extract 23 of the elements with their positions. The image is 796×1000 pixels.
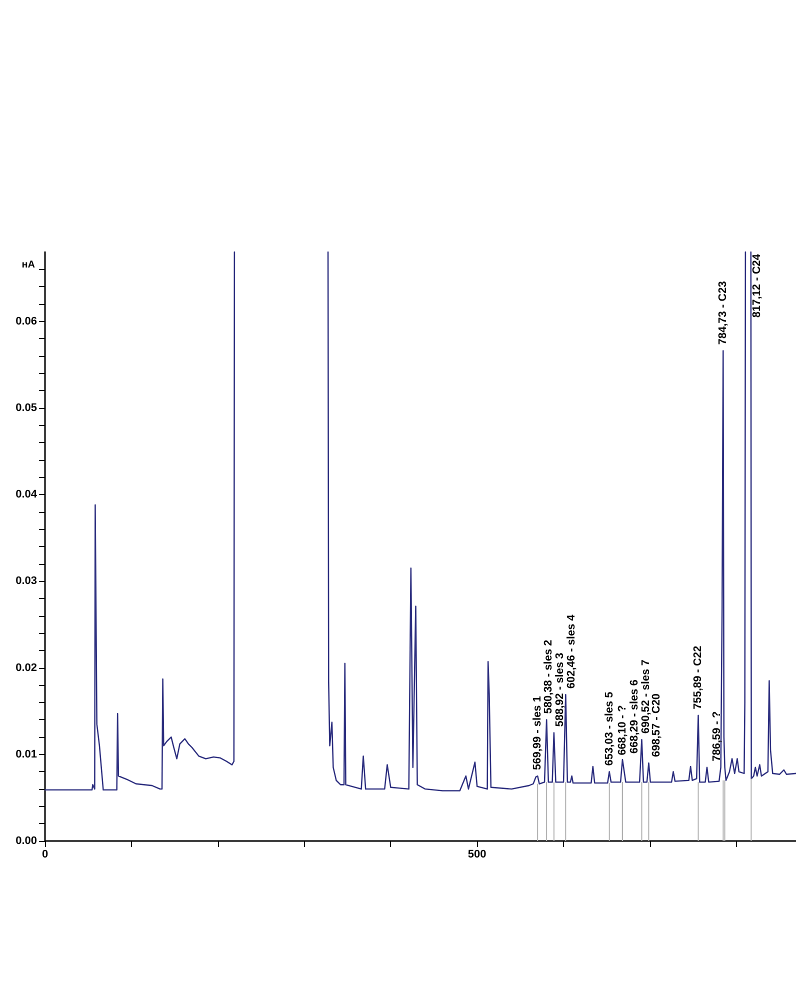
annotation: 668,10 - ? (616, 704, 628, 756)
y-tick-label: 0.03 (16, 575, 37, 588)
y-tick-label: 0.00 (16, 835, 37, 847)
annotation: 786,59 - ? (710, 710, 723, 762)
annotation: 588,92 - sles 3 (554, 652, 566, 727)
annotation: 569,99 - sles 1 (532, 696, 544, 770)
y-tick-label: 0.04 (16, 488, 38, 501)
y-tick-label: 0.05 (16, 402, 37, 414)
y-tick-label: 0.02 (16, 662, 37, 674)
annotation: 668,29 - sles 6 (628, 680, 641, 754)
annotation: 784,73 - C23 (717, 281, 730, 345)
x-tick-label: 500 (468, 848, 486, 860)
annotation: 602,46 - sles 4 (566, 614, 578, 689)
annotation: 690,52 - sles 7 (640, 660, 652, 734)
annotation: 817,12 - C24 (751, 253, 764, 318)
y-axis-title: нA (22, 260, 35, 270)
annotation: 698,57 - C20 (650, 693, 663, 758)
x-tick-label: 0 (42, 848, 48, 860)
annotation: 653,03 - sles 5 (603, 692, 616, 766)
annotation: 580,38 - sles 2 (542, 640, 555, 714)
y-tick-label: 0.01 (16, 748, 37, 760)
y-tick-label: 0.06 (16, 315, 37, 328)
annotation: 755,89 - C22 (692, 646, 704, 710)
